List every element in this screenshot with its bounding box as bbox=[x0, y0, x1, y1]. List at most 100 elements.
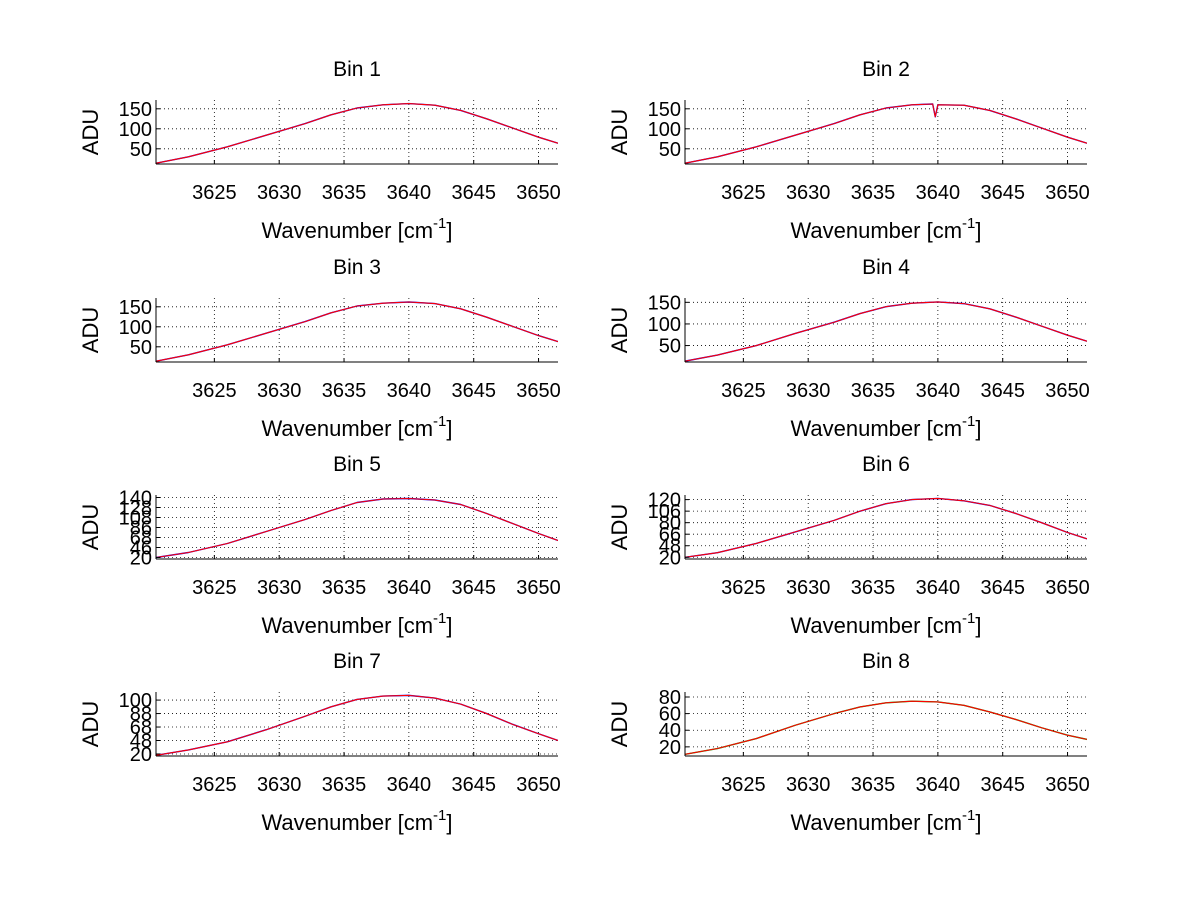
x-tick-label: 3635 bbox=[322, 182, 367, 204]
x-tick-label: 3625 bbox=[721, 380, 766, 402]
series-line-2 bbox=[685, 497, 1087, 558]
series-line-1 bbox=[685, 497, 1087, 558]
y-tick-label: 150 bbox=[119, 297, 152, 319]
x-tick-label: 3635 bbox=[851, 774, 896, 796]
y-axis-label: ADU bbox=[607, 701, 632, 747]
x-tick-label: 3630 bbox=[786, 380, 831, 402]
series-group bbox=[685, 700, 1087, 756]
series-line-2 bbox=[156, 301, 558, 362]
panel-title: Bin 5 bbox=[333, 453, 381, 476]
x-tick-label: 3650 bbox=[516, 774, 561, 796]
y-tick-label: 48 bbox=[659, 536, 681, 558]
series-line-1 bbox=[685, 700, 1087, 756]
y-tick-label: 68 bbox=[130, 528, 152, 550]
panel-title: Bin 4 bbox=[862, 256, 910, 279]
y-tick-label: 48 bbox=[130, 731, 152, 753]
series-group bbox=[156, 301, 558, 362]
y-axis-label: ADU bbox=[607, 109, 632, 155]
y-tick-label: 68 bbox=[130, 717, 152, 739]
series-group bbox=[156, 694, 558, 756]
x-axis-label: Wavenumber [cm-1] bbox=[790, 610, 981, 638]
series-line-1 bbox=[156, 694, 558, 756]
series-line-1 bbox=[685, 103, 1087, 164]
series-line-2 bbox=[156, 497, 558, 559]
x-tick-label: 3630 bbox=[257, 380, 302, 402]
x-tick-label: 3635 bbox=[322, 577, 367, 599]
y-tick-label: 20 bbox=[130, 548, 152, 570]
x-tick-label: 3640 bbox=[916, 182, 961, 204]
series-line-2 bbox=[156, 103, 558, 164]
x-tick-label: 3650 bbox=[516, 577, 561, 599]
y-tick-label: 88 bbox=[130, 704, 152, 726]
x-tick-label: 3640 bbox=[916, 774, 961, 796]
y-tick-label: 40 bbox=[659, 720, 681, 742]
x-tick-label: 3645 bbox=[980, 577, 1025, 599]
x-axis-label: Wavenumber [cm-1] bbox=[261, 807, 452, 835]
x-axis-label: Wavenumber [cm-1] bbox=[261, 413, 452, 441]
y-axis-label: ADU bbox=[78, 109, 103, 155]
x-tick-label: 3645 bbox=[451, 577, 496, 599]
y-tick-label: 66 bbox=[659, 524, 681, 546]
y-tick-label: 20 bbox=[659, 737, 681, 759]
y-tick-label: 46 bbox=[130, 538, 152, 560]
panel-title: Bin 7 bbox=[333, 650, 381, 673]
x-axis-label: Wavenumber [cm-1] bbox=[790, 215, 981, 243]
series-line-1 bbox=[685, 301, 1087, 362]
x-tick-label: 3630 bbox=[786, 774, 831, 796]
x-tick-label: 3635 bbox=[322, 774, 367, 796]
x-tick-label: 3625 bbox=[192, 182, 237, 204]
x-tick-label: 3645 bbox=[980, 182, 1025, 204]
y-tick-label: 80 bbox=[659, 687, 681, 709]
series-group bbox=[685, 497, 1087, 558]
series-line-1 bbox=[156, 301, 558, 362]
x-tick-label: 3625 bbox=[721, 774, 766, 796]
series-line-2 bbox=[685, 700, 1087, 755]
x-tick-label: 3635 bbox=[851, 380, 896, 402]
y-tick-label: 150 bbox=[648, 99, 681, 121]
x-tick-label: 3630 bbox=[786, 577, 831, 599]
x-tick-label: 3630 bbox=[257, 774, 302, 796]
x-axis-label: Wavenumber [cm-1] bbox=[790, 413, 981, 441]
x-tick-label: 3640 bbox=[387, 577, 432, 599]
x-tick-label: 3650 bbox=[1045, 182, 1090, 204]
x-tick-label: 3645 bbox=[451, 380, 496, 402]
x-tick-label: 3645 bbox=[451, 182, 496, 204]
y-tick-label: 120 bbox=[648, 490, 681, 512]
x-tick-label: 3645 bbox=[451, 774, 496, 796]
series-group bbox=[156, 497, 558, 559]
y-axis-label: ADU bbox=[78, 307, 103, 353]
panel-bin-5: 3625 3630 3635 3640 3645 3650 2046688610812814… bbox=[78, 453, 561, 638]
panel-title: Bin 6 bbox=[862, 453, 910, 476]
y-tick-label: 100 bbox=[119, 690, 152, 712]
y-tick-label: 80 bbox=[659, 513, 681, 535]
x-tick-label: 3640 bbox=[916, 577, 961, 599]
x-tick-label: 3640 bbox=[387, 182, 432, 204]
y-tick-label: 60 bbox=[659, 704, 681, 726]
panel-title: Bin 3 bbox=[333, 256, 381, 279]
series-group bbox=[685, 301, 1087, 362]
y-tick-label: 100 bbox=[648, 314, 681, 336]
x-tick-label: 3625 bbox=[192, 577, 237, 599]
series-line-2 bbox=[685, 103, 1087, 164]
y-tick-label: 20 bbox=[659, 547, 681, 569]
x-tick-label: 3625 bbox=[721, 577, 766, 599]
y-tick-label: 108 bbox=[119, 508, 152, 530]
y-tick-label: 86 bbox=[130, 518, 152, 540]
series-group bbox=[156, 102, 558, 164]
x-axis-label: Wavenumber [cm-1] bbox=[790, 807, 981, 835]
y-tick-label: 20 bbox=[130, 744, 152, 766]
y-tick-label: 50 bbox=[659, 336, 681, 358]
y-tick-label: 106 bbox=[648, 501, 681, 523]
y-tick-label: 100 bbox=[119, 119, 152, 141]
x-axis-label: Wavenumber [cm-1] bbox=[261, 610, 452, 638]
y-axis-label: ADU bbox=[607, 307, 632, 353]
x-tick-label: 3650 bbox=[1045, 774, 1090, 796]
x-tick-label: 3650 bbox=[516, 182, 561, 204]
x-tick-label: 3650 bbox=[1045, 380, 1090, 402]
